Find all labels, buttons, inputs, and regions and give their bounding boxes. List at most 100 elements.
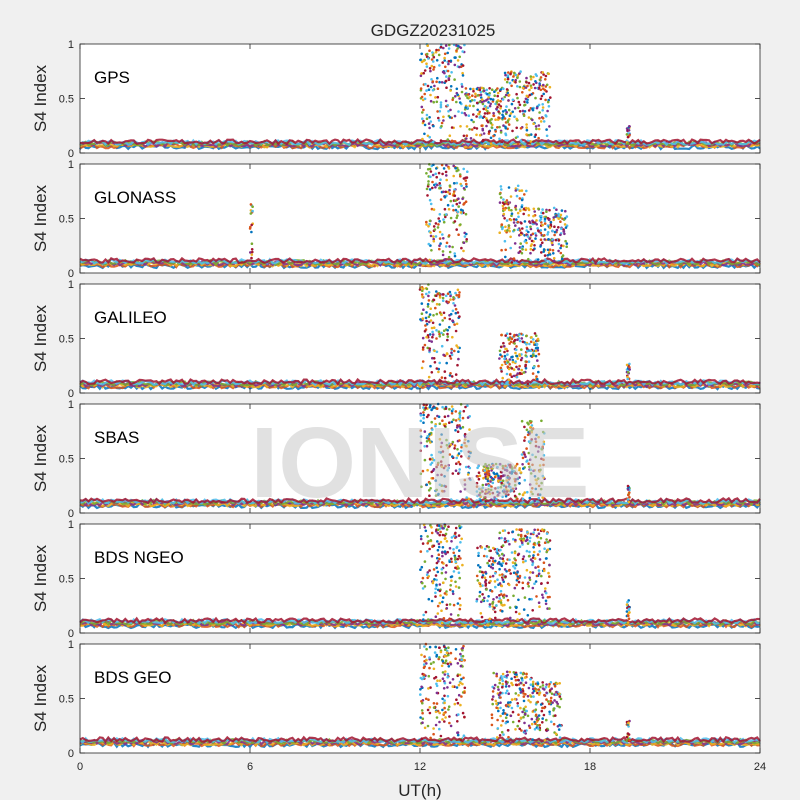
scatter-point	[448, 184, 452, 187]
scatter-point	[452, 182, 456, 185]
scatter-point	[510, 375, 514, 379]
scatter-point	[434, 50, 438, 54]
scatter-point	[501, 464, 505, 468]
scatter-point	[518, 80, 522, 83]
scatter-point	[420, 685, 423, 689]
scatter-point	[525, 549, 529, 553]
scatter-point	[478, 487, 481, 491]
scatter-point	[513, 242, 517, 245]
scatter-point	[433, 406, 436, 409]
scatter-point	[464, 444, 468, 448]
scatter-point	[508, 373, 512, 377]
scatter-point	[422, 411, 425, 414]
scatter-point	[454, 329, 458, 333]
scatter-point	[533, 499, 536, 503]
scatter-point	[521, 456, 525, 460]
scatter-point	[479, 612, 483, 615]
scatter-point	[527, 686, 531, 690]
y-tick-label: 0	[68, 748, 74, 760]
scatter-point	[447, 207, 451, 211]
scatter-point	[504, 562, 508, 565]
scatter-point	[441, 172, 444, 176]
scatter-point	[451, 685, 455, 688]
scatter-point	[526, 714, 530, 718]
scatter-point	[508, 81, 512, 85]
scatter-point	[436, 548, 440, 552]
scatter-point	[546, 595, 550, 599]
scatter-point	[542, 458, 545, 462]
scatter-point	[458, 65, 461, 69]
scatter-point	[423, 458, 427, 462]
baseline-series-6	[79, 496, 761, 505]
scatter-point	[503, 354, 507, 358]
scatter-point	[466, 404, 469, 408]
scatter-point	[517, 215, 520, 219]
scatter-point	[508, 606, 512, 609]
scatter-point	[449, 613, 453, 616]
scatter-point	[512, 565, 515, 568]
scatter-point	[438, 656, 441, 659]
scatter-point	[513, 562, 517, 565]
scatter-point	[457, 460, 461, 464]
scatter-point	[509, 714, 513, 718]
scatter-point	[451, 408, 455, 411]
scatter-point	[505, 202, 509, 205]
scatter-point	[433, 349, 436, 353]
scatter-point	[512, 257, 516, 260]
scatter-point	[553, 699, 556, 702]
scatter-point	[438, 247, 441, 251]
scatter-point	[434, 96, 437, 99]
scatter-point	[534, 722, 537, 726]
y-tick-label: 0.5	[59, 694, 74, 706]
scatter-point	[442, 293, 445, 296]
scatter-point	[541, 596, 545, 599]
scatter-point	[446, 292, 450, 296]
scatter-point	[460, 658, 464, 661]
scatter-point	[463, 441, 466, 445]
scatter-point	[516, 85, 519, 88]
scatter-point	[497, 688, 500, 691]
scatter-point	[536, 450, 540, 453]
scatter-point	[441, 296, 445, 300]
scatter-point	[541, 106, 545, 109]
x-tick-label: 0	[77, 761, 83, 773]
scatter-point	[560, 227, 563, 230]
scatter-point	[528, 419, 532, 423]
scatter-point	[455, 216, 459, 220]
scatter-point	[498, 349, 502, 353]
scatter-point	[429, 686, 432, 689]
scatter-point	[469, 451, 472, 455]
scatter-point	[488, 104, 492, 108]
scatter-point	[542, 442, 546, 446]
scatter-point	[481, 593, 484, 596]
scatter-point	[461, 711, 465, 715]
scatter-point	[507, 71, 510, 74]
scatter-point	[422, 673, 426, 676]
scatter-point	[495, 107, 498, 111]
scatter-point	[525, 133, 528, 136]
scatter-point	[454, 419, 458, 422]
scatter-point	[420, 95, 424, 99]
scatter-point	[492, 114, 496, 118]
scatter-point	[537, 714, 541, 717]
scatter-point	[478, 566, 482, 569]
y-axis-label: S4 Index	[31, 544, 50, 612]
scatter-point	[420, 565, 424, 569]
scatter-point	[422, 287, 425, 291]
scatter-point	[495, 706, 498, 709]
x-tick-label: 24	[754, 761, 766, 773]
scatter-point	[485, 88, 489, 92]
scatter-point	[446, 414, 450, 418]
scatter-point	[487, 96, 490, 99]
scatter-point	[499, 691, 502, 694]
scatter-point	[541, 241, 544, 244]
scatter-point	[441, 546, 445, 549]
scatter-point	[478, 100, 482, 104]
scatter-point	[541, 208, 544, 211]
scatter-point	[250, 230, 253, 234]
scatter-point	[514, 487, 518, 490]
scatter-point	[507, 367, 511, 371]
scatter-point	[460, 537, 464, 541]
scatter-point	[453, 556, 457, 559]
scatter-point	[538, 550, 541, 553]
